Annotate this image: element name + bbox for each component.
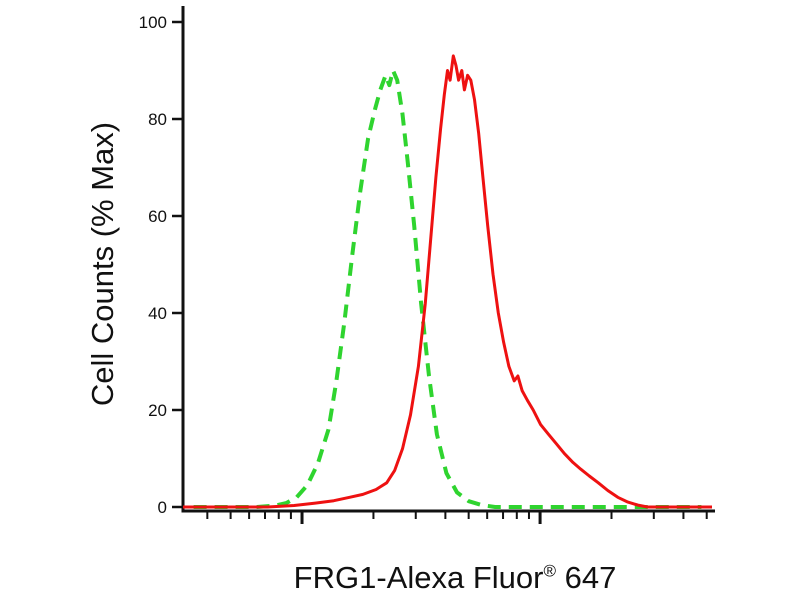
x-axis-label: FRG1-Alexa Fluor® 647 — [294, 560, 617, 596]
y-tick-label: 80 — [148, 110, 167, 129]
red-solid-histogram — [183, 54, 712, 509]
y-tick-label: 20 — [148, 401, 167, 420]
y-tick-label: 0 — [158, 498, 167, 517]
y-tick-label: 100 — [139, 13, 167, 32]
green-dashed-histogram — [193, 68, 702, 509]
registered-trademark-icon: ® — [543, 561, 556, 581]
y-axis-label: Cell Counts (% Max) — [85, 121, 120, 407]
y-tick-label: 40 — [148, 304, 167, 323]
x-axis-label-suffix: 647 — [555, 560, 617, 595]
y-tick-label: 60 — [148, 207, 167, 226]
x-axis-label-main: FRG1-Alexa Fluor — [293, 560, 544, 595]
